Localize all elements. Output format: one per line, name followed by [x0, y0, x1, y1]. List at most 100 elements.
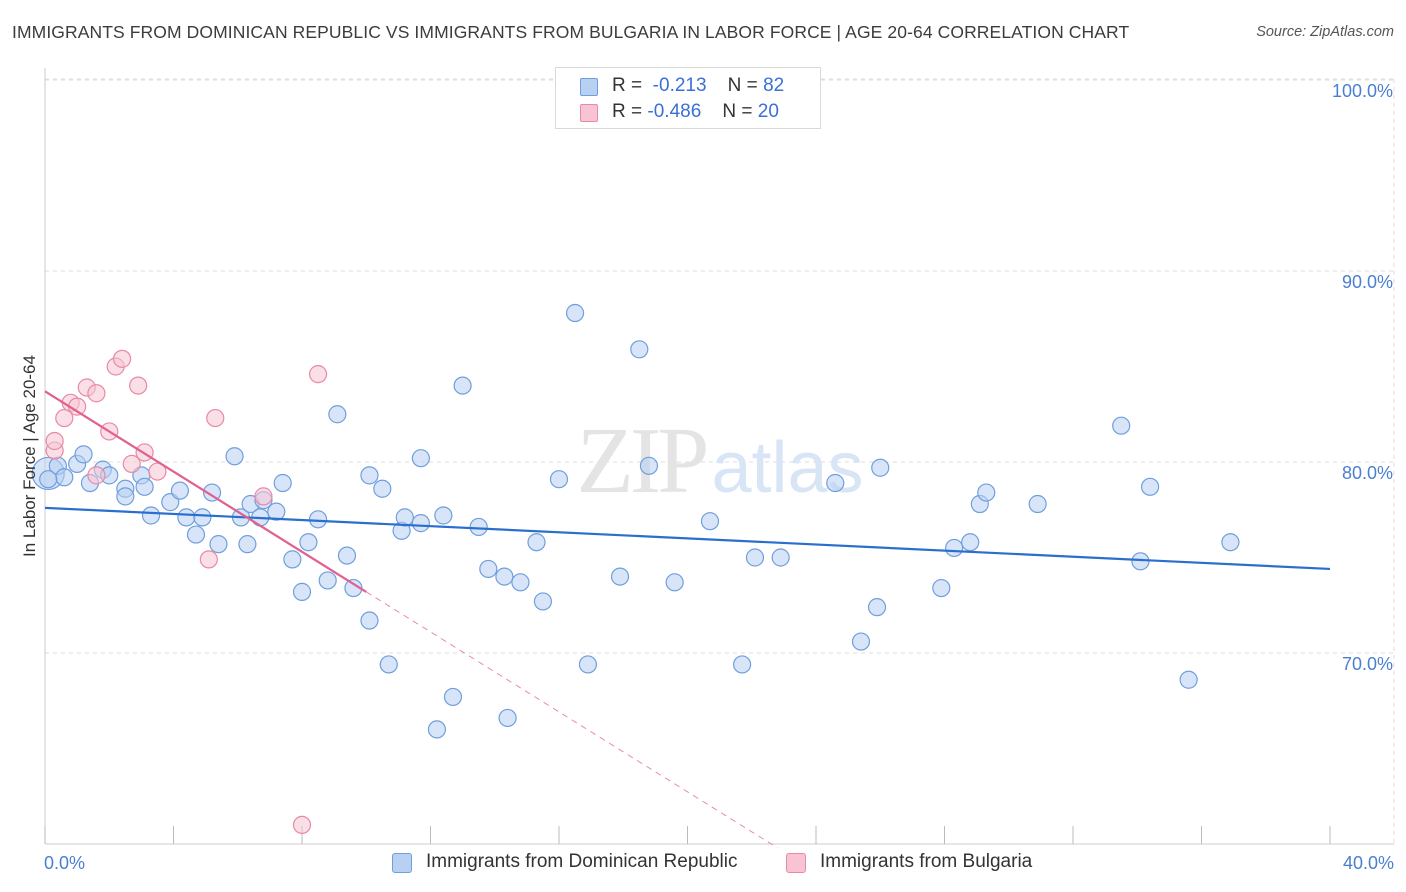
point-dominican [170, 481, 190, 500]
point-bulgaria [87, 384, 106, 403]
point-bulgaria [308, 365, 328, 384]
point-dominican [533, 592, 553, 611]
point-dominican [977, 483, 996, 502]
point-bulgaria [148, 462, 167, 481]
point-dominican [479, 559, 498, 579]
point-dominican [318, 571, 337, 590]
trend-lines [44, 390, 1331, 849]
point-dominican [469, 517, 488, 537]
point-dominican [337, 546, 357, 565]
axes [44, 68, 1394, 845]
point-bulgaria [45, 431, 64, 451]
point-dominican [945, 538, 964, 558]
y-tick-label: 100.0% [1332, 81, 1393, 101]
point-dominican [193, 508, 212, 527]
x-tick-label-min: 0.0% [44, 853, 85, 873]
point-dominican [135, 477, 154, 496]
y-tick-label: 80.0% [1342, 463, 1393, 483]
point-dominican [630, 340, 649, 359]
point-dominican [202, 483, 222, 502]
point-dominican [511, 573, 530, 592]
point-bulgaria [112, 349, 132, 368]
y-tick-label: 70.0% [1342, 654, 1393, 674]
point-dominican [1140, 477, 1160, 496]
legend-text: R = -0.486 N = 20 [612, 101, 779, 123]
point-dominican [411, 514, 430, 533]
point-dominican [665, 573, 684, 592]
legend-r-value: -0.486 [647, 101, 702, 122]
point-dominican [328, 405, 347, 424]
source-label: Source: ZipAtlas.com [1256, 24, 1394, 40]
legend-n-label: N = [722, 101, 753, 122]
legend-n-value: 20 [757, 101, 779, 122]
chart-title: IMMIGRANTS FROM DOMINICAN REPUBLIC VS IM… [12, 22, 1130, 42]
point-dominican [283, 550, 302, 569]
bottom-legend-label: Immigrants from Dominican Republic [426, 851, 738, 872]
point-dominican [434, 506, 453, 525]
legend-r-label: R = [612, 101, 643, 122]
point-dominican [498, 708, 517, 728]
point-dominican [826, 473, 845, 493]
point-dominican [771, 548, 790, 567]
point-dominican [871, 458, 890, 477]
watermark: ZIPatlas [576, 409, 863, 513]
series-bulgaria [45, 349, 328, 835]
point-dominican [273, 473, 292, 493]
point-dominican [238, 535, 257, 554]
point-dominican [225, 447, 244, 466]
point-dominican [292, 582, 312, 601]
bottom-legend-label: Immigrants from Bulgaria [820, 851, 1033, 872]
bottom-legend-swatch-blue [392, 853, 412, 873]
point-dominican [267, 502, 286, 521]
legend-text: R = -0.213 N = 82 [612, 75, 784, 97]
legend-swatch-blue [580, 78, 598, 96]
point-bulgaria [122, 454, 141, 474]
point-bulgaria [206, 408, 225, 428]
trend-extension-bulgaria [365, 591, 778, 849]
point-dominican [74, 445, 93, 464]
point-dominican [360, 611, 379, 630]
point-dominican [565, 303, 585, 323]
point-dominican [733, 655, 752, 674]
point-dominican [1028, 494, 1047, 514]
point-dominican [395, 508, 414, 527]
correlation-legend: R = -0.213 N = 82 R = -0.486 N = 20 [555, 67, 821, 129]
point-bulgaria [199, 550, 218, 569]
legend-r-value: -0.213 [652, 75, 707, 96]
point-dominican [209, 535, 228, 554]
point-dominican [177, 508, 196, 527]
point-dominican [610, 567, 630, 586]
point-dominican [411, 449, 430, 468]
legend-r-label: R = [612, 75, 643, 96]
point-dominican [867, 598, 887, 617]
point-dominican [639, 456, 659, 475]
point-dominican [55, 468, 74, 487]
y-tick-label: 90.0% [1342, 272, 1393, 292]
point-bulgaria [129, 376, 148, 395]
legend-n-label: N = [727, 75, 758, 96]
point-dominican [700, 512, 720, 531]
point-dominican [578, 655, 598, 674]
point-dominican [961, 533, 980, 552]
point-bulgaria [292, 815, 312, 835]
point-dominican [745, 548, 765, 567]
point-dominican [1221, 533, 1240, 552]
point-dominican [453, 376, 472, 395]
x-axis-ticks [44, 826, 1331, 844]
legend-n-value: 82 [763, 75, 785, 96]
point-bulgaria [55, 408, 74, 428]
point-dominican [299, 533, 318, 552]
point-dominican [360, 466, 379, 485]
bottom-legend-swatch-pink [786, 853, 806, 873]
point-dominican [443, 687, 463, 707]
point-dominican [379, 655, 398, 674]
point-dominican [39, 470, 58, 489]
y-axis-label: In Labor Force | Age 20-64 [20, 355, 39, 557]
point-dominican [932, 578, 951, 598]
point-dominican [427, 720, 447, 739]
point-dominican [1179, 670, 1198, 689]
point-dominican [116, 487, 135, 506]
point-bulgaria [254, 487, 273, 506]
point-dominican [308, 510, 328, 529]
